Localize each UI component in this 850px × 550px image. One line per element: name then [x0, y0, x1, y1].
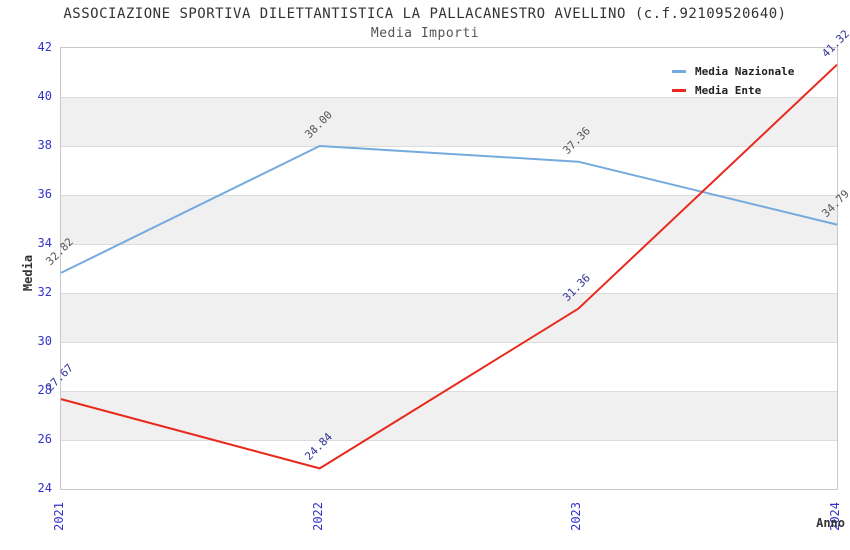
series-line-0: [60, 145, 838, 274]
y-tick-label: 38: [37, 138, 52, 152]
plot-area: [60, 47, 838, 490]
chart-title: ASSOCIAZIONE SPORTIVA DILETTANTISTICA LA…: [63, 6, 787, 22]
gridline: [61, 97, 837, 98]
x-axis-title: Anno: [816, 516, 845, 530]
gridline: [61, 146, 837, 147]
x-tick-label: 2021: [52, 502, 66, 531]
chart-subtitle: Media Importi: [370, 26, 480, 41]
y-tick-label: 28: [37, 383, 52, 397]
y-tick-label: 26: [37, 432, 52, 446]
legend-label-media-nazionale: Media Nazionale: [695, 65, 795, 78]
series-line-1: [60, 63, 838, 470]
series-lines: [60, 63, 838, 470]
y-tick-label: 36: [37, 187, 52, 201]
y-tick-label: 34: [37, 236, 52, 250]
media-ente-line-swatch-icon: [672, 89, 686, 92]
gridline: [61, 342, 837, 343]
gridline: [61, 293, 837, 294]
y-tick-label: 42: [37, 40, 52, 54]
alternate-band: [61, 195, 837, 244]
y-tick-label: 24: [37, 481, 52, 495]
alternate-band: [61, 97, 837, 146]
media-nazionale-line-swatch-icon: [672, 70, 686, 73]
gridline: [61, 195, 837, 196]
legend: Media Nazionale Media Ente: [672, 62, 794, 100]
y-tick-label: 40: [37, 89, 52, 103]
gridline: [61, 244, 837, 245]
legend-item-media-ente[interactable]: Media Ente: [672, 81, 794, 100]
alternate-band: [61, 293, 837, 342]
x-tick-label: 2022: [310, 502, 325, 531]
legend-item-media-nazionale[interactable]: Media Nazionale: [672, 62, 794, 81]
y-tick-label: 30: [37, 334, 52, 348]
y-tick-label: 32: [37, 285, 52, 299]
alternate-band: [61, 391, 837, 440]
x-tick-label: 2023: [569, 502, 584, 531]
y-axis-title: Media: [21, 254, 35, 291]
gridline: [61, 391, 837, 392]
legend-label-media-ente: Media Ente: [695, 84, 762, 97]
gridline: [61, 440, 837, 441]
